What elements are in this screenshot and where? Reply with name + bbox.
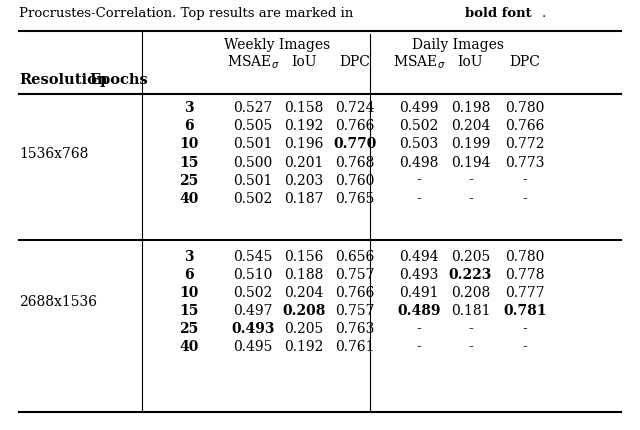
Text: -: - <box>522 340 527 354</box>
Text: 0.773: 0.773 <box>505 156 545 169</box>
Text: 0.497: 0.497 <box>233 304 273 318</box>
Text: 15: 15 <box>179 304 198 318</box>
Text: 10: 10 <box>179 286 198 300</box>
Text: 0.495: 0.495 <box>233 340 273 354</box>
Text: 0.770: 0.770 <box>333 138 377 151</box>
Text: DPC: DPC <box>340 55 371 69</box>
Text: -: - <box>417 322 422 336</box>
Text: 6: 6 <box>184 120 194 133</box>
Text: -: - <box>468 192 473 206</box>
Text: 3: 3 <box>184 250 194 264</box>
Text: MSAE$_\sigma$: MSAE$_\sigma$ <box>227 54 279 71</box>
Text: -: - <box>417 174 422 187</box>
Text: MSAE$_\sigma$: MSAE$_\sigma$ <box>393 54 445 71</box>
Text: 0.510: 0.510 <box>233 268 273 282</box>
Text: Epochs: Epochs <box>89 74 148 87</box>
Text: -: - <box>522 192 527 206</box>
Text: -: - <box>522 322 527 336</box>
Text: 0.760: 0.760 <box>335 174 375 187</box>
Text: 0.201: 0.201 <box>284 156 324 169</box>
Text: 0.187: 0.187 <box>284 192 324 206</box>
Text: 0.489: 0.489 <box>397 304 441 318</box>
Text: 0.501: 0.501 <box>233 138 273 151</box>
Text: 0.505: 0.505 <box>233 120 273 133</box>
Text: 0.781: 0.781 <box>503 304 547 318</box>
Text: 0.768: 0.768 <box>335 156 375 169</box>
Text: 0.208: 0.208 <box>282 304 326 318</box>
Text: 0.192: 0.192 <box>284 340 324 354</box>
Text: -: - <box>522 174 527 187</box>
Text: DPC: DPC <box>509 55 540 69</box>
Text: 0.196: 0.196 <box>284 138 324 151</box>
Text: 25: 25 <box>179 174 198 187</box>
Text: 0.493: 0.493 <box>231 322 275 336</box>
Text: 10: 10 <box>179 138 198 151</box>
Text: 0.502: 0.502 <box>233 192 273 206</box>
Text: 0.777: 0.777 <box>505 286 545 300</box>
Text: -: - <box>468 174 473 187</box>
Text: 0.724: 0.724 <box>335 101 375 115</box>
Text: 0.205: 0.205 <box>284 322 324 336</box>
Text: 0.545: 0.545 <box>233 250 273 264</box>
Text: 0.198: 0.198 <box>451 101 490 115</box>
Text: 0.493: 0.493 <box>399 268 439 282</box>
Text: 0.192: 0.192 <box>284 120 324 133</box>
Text: 1536x768: 1536x768 <box>19 147 88 160</box>
Text: bold font: bold font <box>465 7 531 20</box>
Text: 0.498: 0.498 <box>399 156 439 169</box>
Text: 0.208: 0.208 <box>451 286 490 300</box>
Text: Daily Images: Daily Images <box>412 38 504 52</box>
Text: 0.503: 0.503 <box>399 138 439 151</box>
Text: 0.499: 0.499 <box>399 101 439 115</box>
Text: 15: 15 <box>179 156 198 169</box>
Text: 0.763: 0.763 <box>335 322 375 336</box>
Text: 0.156: 0.156 <box>284 250 324 264</box>
Text: 0.501: 0.501 <box>233 174 273 187</box>
Text: 3: 3 <box>184 101 194 115</box>
Text: Resolution: Resolution <box>19 74 108 87</box>
Text: 40: 40 <box>179 340 198 354</box>
Text: 0.491: 0.491 <box>399 286 439 300</box>
Text: 0.780: 0.780 <box>505 101 545 115</box>
Text: 0.502: 0.502 <box>233 286 273 300</box>
Text: IoU: IoU <box>291 55 317 69</box>
Text: 0.199: 0.199 <box>451 138 490 151</box>
Text: -: - <box>417 340 422 354</box>
Text: 0.766: 0.766 <box>335 120 375 133</box>
Text: 0.780: 0.780 <box>505 250 545 264</box>
Text: 25: 25 <box>179 322 198 336</box>
Text: 0.766: 0.766 <box>505 120 545 133</box>
Text: 0.527: 0.527 <box>233 101 273 115</box>
Text: 2688x1536: 2688x1536 <box>19 295 97 309</box>
Text: 40: 40 <box>179 192 198 206</box>
Text: 0.502: 0.502 <box>399 120 439 133</box>
Text: 0.757: 0.757 <box>335 268 375 282</box>
Text: 0.761: 0.761 <box>335 340 375 354</box>
Text: 0.656: 0.656 <box>335 250 375 264</box>
Text: 0.765: 0.765 <box>335 192 375 206</box>
Text: 6: 6 <box>184 268 194 282</box>
Text: Procrustes-Correlation. Top results are marked in: Procrustes-Correlation. Top results are … <box>19 7 358 20</box>
Text: 0.500: 0.500 <box>233 156 273 169</box>
Text: 0.158: 0.158 <box>284 101 324 115</box>
Text: 0.205: 0.205 <box>451 250 490 264</box>
Text: 0.204: 0.204 <box>451 120 490 133</box>
Text: Weekly Images: Weekly Images <box>224 38 330 52</box>
Text: 0.778: 0.778 <box>505 268 545 282</box>
Text: 0.772: 0.772 <box>505 138 545 151</box>
Text: 0.194: 0.194 <box>451 156 490 169</box>
Text: IoU: IoU <box>458 55 483 69</box>
Text: 0.204: 0.204 <box>284 286 324 300</box>
Text: -: - <box>468 340 473 354</box>
Text: -: - <box>468 322 473 336</box>
Text: 0.203: 0.203 <box>284 174 324 187</box>
Text: 0.494: 0.494 <box>399 250 439 264</box>
Text: 0.188: 0.188 <box>284 268 324 282</box>
Text: 0.181: 0.181 <box>451 304 490 318</box>
Text: -: - <box>417 192 422 206</box>
Text: 0.766: 0.766 <box>335 286 375 300</box>
Text: 0.223: 0.223 <box>449 268 492 282</box>
Text: .: . <box>541 7 546 20</box>
Text: 0.757: 0.757 <box>335 304 375 318</box>
